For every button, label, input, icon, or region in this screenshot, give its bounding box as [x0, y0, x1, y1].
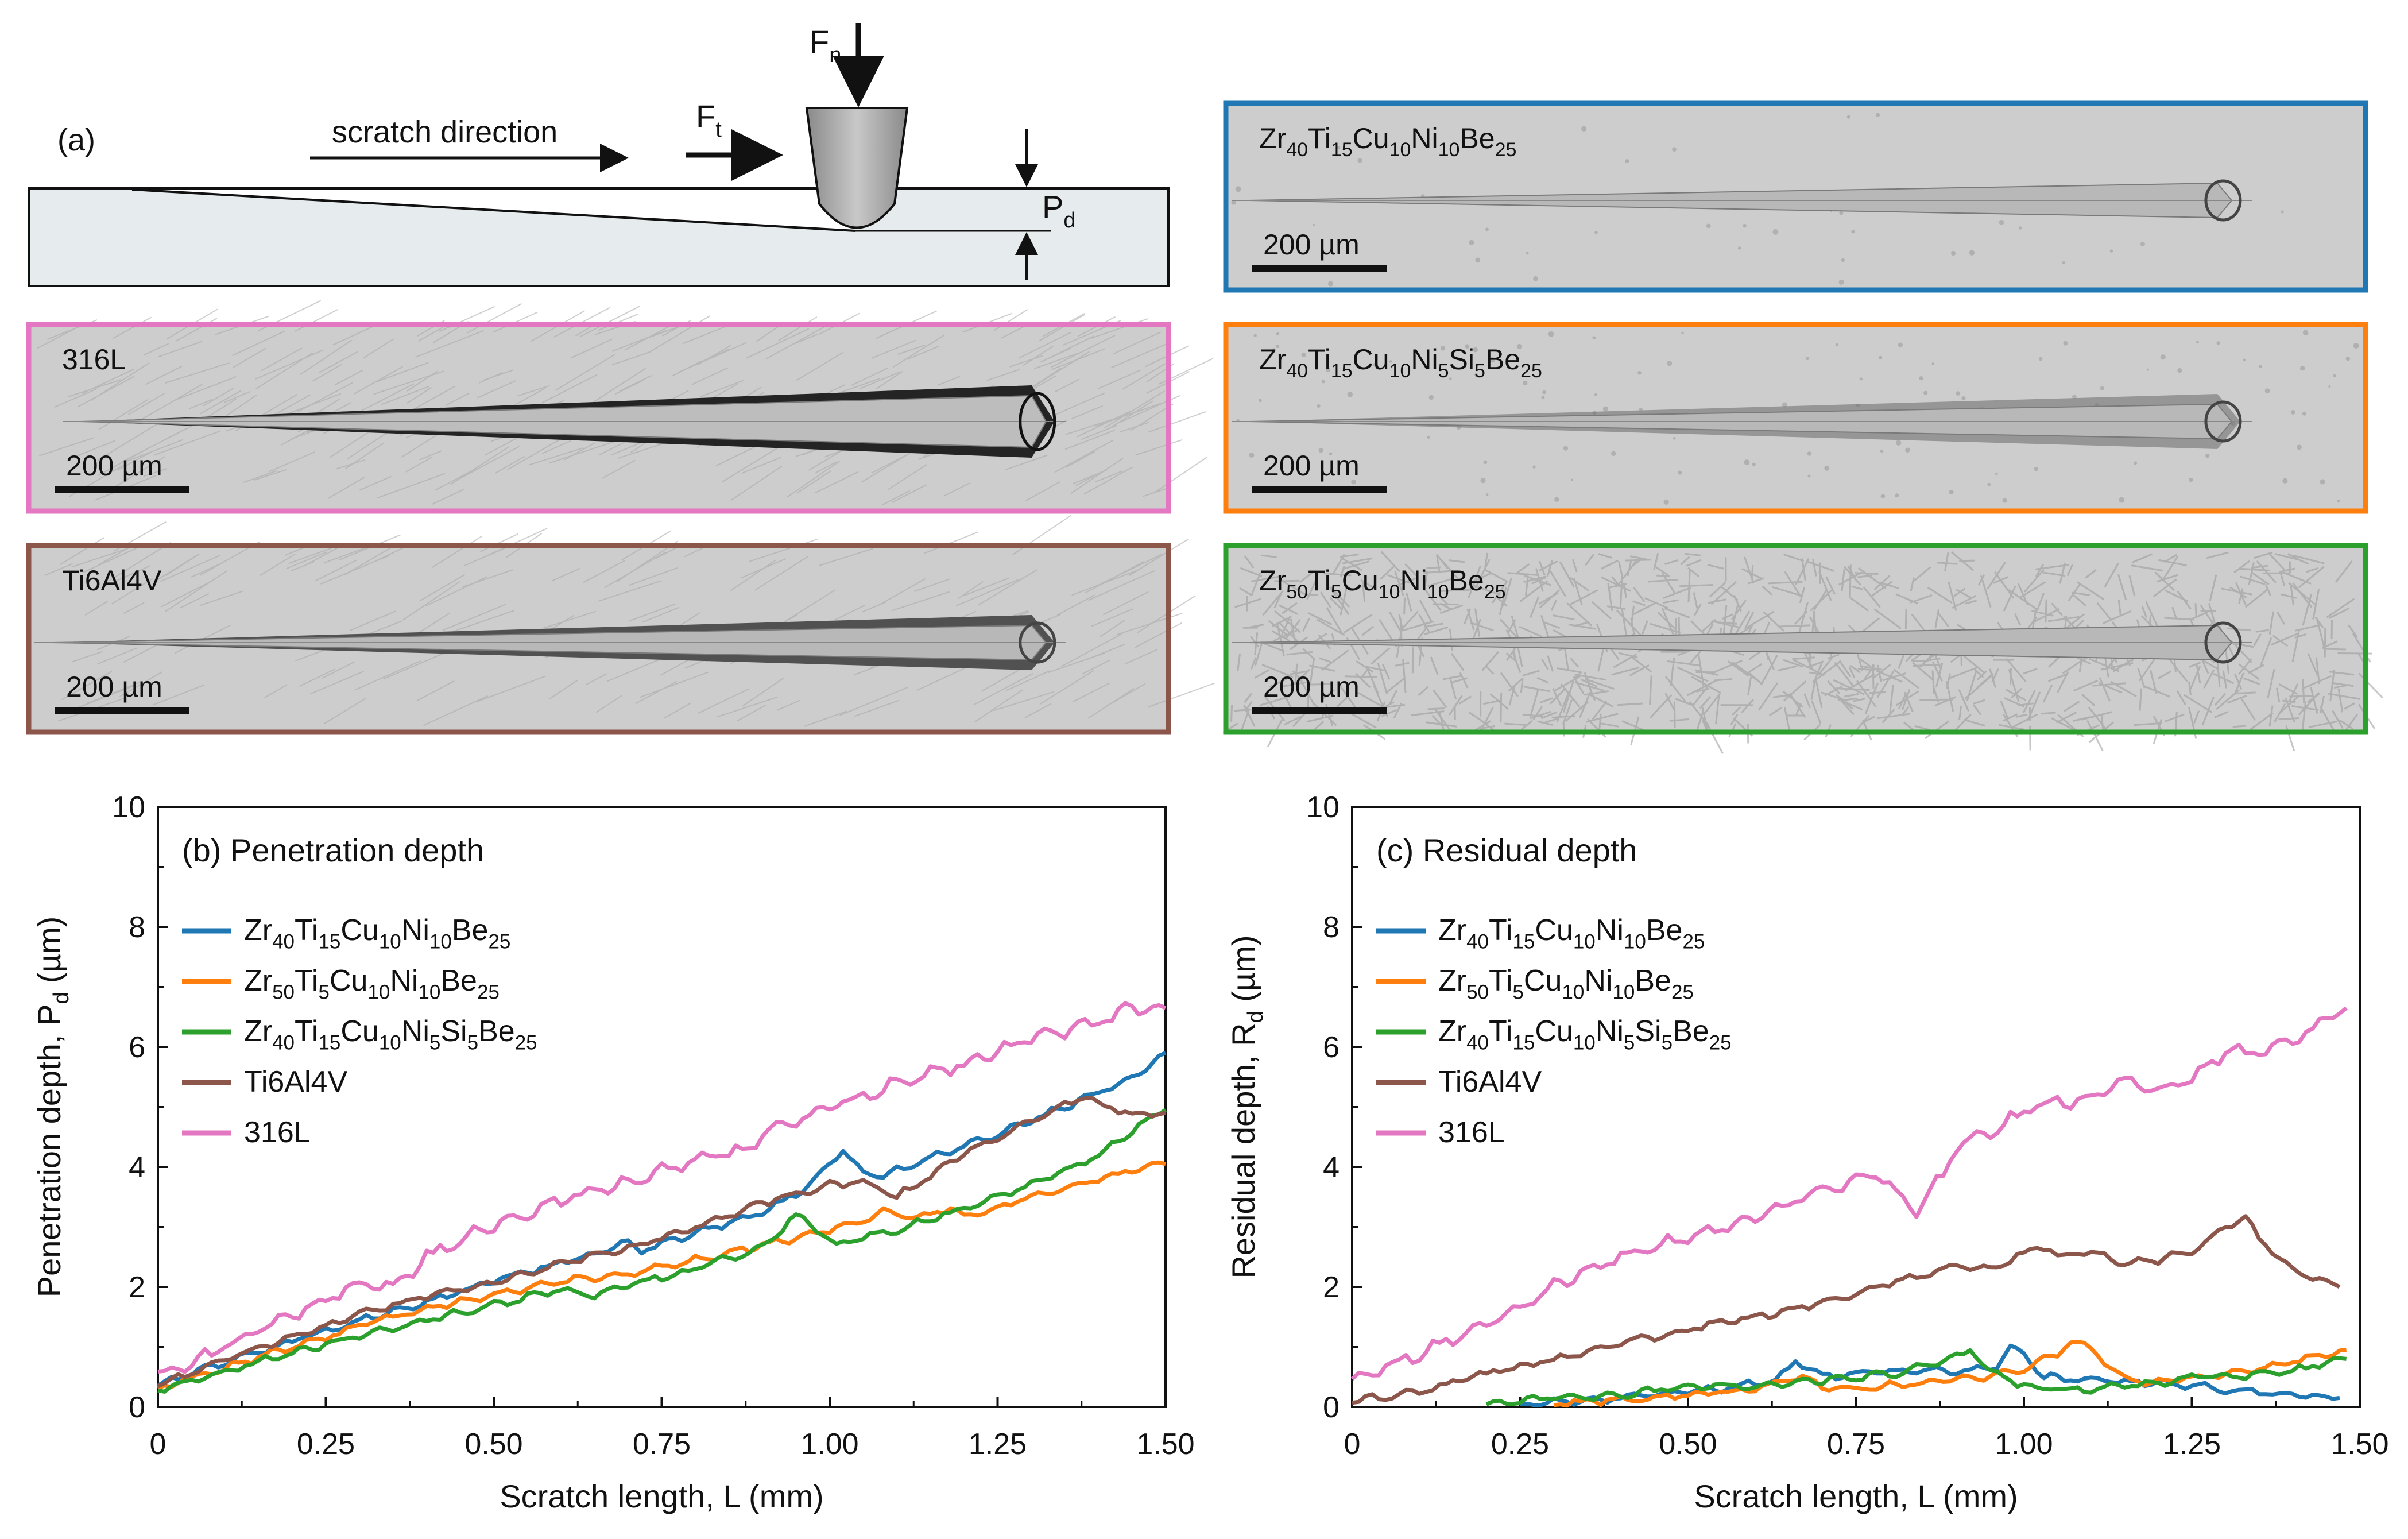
y-tick-label: 2	[1323, 1271, 1340, 1304]
series-line-Ti6Al4V	[157, 1095, 1166, 1389]
legend-label: Ti6Al4V	[244, 1065, 347, 1099]
micrograph-label: Zr40Ti15Cu10Ni5Si5Be25	[1259, 343, 1542, 382]
scale-bar-label: 200 µm	[1263, 229, 1360, 261]
micrograph-Zr40Ti15Cu10Ni10Be25: Zr40Ti15Cu10Ni10Be25 200 µm	[1223, 100, 2368, 293]
x-axis-label: Scratch length, L (mm)	[1694, 1478, 2018, 1514]
micrograph-frame	[1223, 543, 2368, 735]
series-line-Zr40Ti15Cu10Ni5Si5Be25	[1485, 1348, 2347, 1406]
x-tick-label: 0.50	[464, 1428, 522, 1461]
series-line-316L	[1350, 1006, 2348, 1381]
series-line-316L	[157, 1001, 1167, 1374]
micrograph-Zr50Ti5Cu10Ni10Be25: Zr50Ti5Cu10Ni10Be25 200 µm	[1222, 543, 2383, 755]
legend-label: Ti6Al4V	[1438, 1065, 1542, 1099]
surface-texture	[1236, 330, 2359, 505]
fn-label: Fn	[810, 24, 841, 67]
x-tick-label: 0.25	[297, 1428, 355, 1461]
micrograph-label: Ti6Al4V	[62, 564, 162, 597]
scratch-direction-label: scratch direction	[332, 115, 558, 149]
y-tick-label: 0	[1323, 1391, 1340, 1424]
chart-title: (c) Residual depth	[1376, 832, 1637, 868]
x-tick-label: 1.25	[2163, 1428, 2221, 1461]
y-tick-label: 4	[1323, 1151, 1340, 1184]
scratch-groove	[63, 385, 1066, 458]
series-line-Ti6Al4V	[1352, 1214, 2341, 1405]
y-tick-label: 0	[129, 1391, 145, 1424]
scale-bar	[1252, 486, 1387, 493]
scratch-profile-edge	[131, 188, 856, 232]
legend-label: 316L	[244, 1116, 311, 1149]
micrograph-frame	[1223, 322, 2368, 514]
series-line-Zr50Ti5Cu10Ni10Be25	[157, 1160, 1166, 1391]
legend-label: Zr50Ti5Cu10Ni10Be25	[1438, 964, 1694, 1004]
scale-bar-label: 200 µm	[66, 450, 162, 482]
x-tick-label: 1.25	[969, 1428, 1027, 1461]
x-tick-label: 0.25	[1491, 1428, 1549, 1461]
scratch-schematic: (a) scratch direction Fn Ft Pd	[28, 23, 1170, 287]
plot-frame	[157, 806, 1167, 1408]
chart-title: (b) Penetration depth	[182, 832, 484, 868]
y-tick-label: 6	[129, 1031, 145, 1064]
x-tick-label: 0.50	[1659, 1428, 1717, 1461]
y-tick-label: 10	[1306, 791, 1340, 824]
micrograph-frame	[1223, 100, 2368, 293]
x-tick-label: 0.75	[1827, 1428, 1885, 1461]
micrograph-label: Zr40Ti15Cu10Ni10Be25	[1259, 122, 1516, 161]
pd-label: Pd	[1042, 189, 1076, 233]
indenter-tip	[805, 107, 909, 229]
micrograph-316L: 316L 200 µm	[26, 300, 1214, 514]
micrograph-Ti6Al4V: Ti6Al4V 200 µm	[26, 515, 1215, 735]
micrograph-label: 316L	[62, 343, 126, 376]
panel-label-a: (a)	[57, 123, 95, 157]
scale-bar	[55, 486, 189, 493]
penetration-depth-chart: 0 0.25 0.50 0.75 1.00 1.25 1.50 0 2 4 6 8 10 Scratch …	[31, 791, 1195, 1514]
scratch-groove	[34, 615, 1066, 670]
y-tick-label: 8	[1323, 911, 1340, 944]
micrograph-Zr40Ti15Cu10Ni5Si5Be25: Zr40Ti15Cu10Ni5Si5Be25 200 µm	[1223, 322, 2368, 514]
y-tick-label: 10	[112, 791, 145, 824]
x-tick-label: 0	[1344, 1428, 1361, 1461]
chart-legend: Zr40Ti15Cu10Ni10Be25 Zr50Ti5Cu10Ni10Be25 Z…	[1376, 914, 1732, 1149]
scale-bar-label: 200 µm	[66, 671, 162, 703]
micrograph-frame	[26, 543, 1171, 735]
series-line-Zr40Ti15Cu10Ni5Si5Be25	[157, 1108, 1167, 1394]
legend-label: Zr40Ti15Cu10Ni5Si5Be25	[1438, 1015, 1732, 1054]
scale-bar	[1252, 265, 1387, 272]
ft-label: Ft	[696, 98, 722, 142]
y-tick-label: 6	[1323, 1031, 1340, 1064]
x-tick-label: 0	[150, 1428, 167, 1461]
x-tick-label: 0.75	[633, 1428, 691, 1461]
scale-bar	[1252, 707, 1387, 714]
legend-label: 316L	[1438, 1116, 1505, 1149]
legend-label: Zr40Ti15Cu10Ni10Be25	[1438, 914, 1705, 953]
x-tick-label: 1.00	[1995, 1428, 2053, 1461]
scratch-groove	[1232, 179, 2252, 222]
x-tick-label: 1.00	[800, 1428, 858, 1461]
y-tick-label: 2	[129, 1271, 145, 1304]
x-axis-label: Scratch length, L (mm)	[500, 1478, 823, 1514]
scratch-groove	[1232, 394, 2252, 449]
y-axis-label: Residual depth, Rd (µm)	[1225, 935, 1268, 1278]
y-tick-label: 4	[129, 1151, 145, 1184]
micrograph-frame	[26, 322, 1171, 514]
x-tick-label: 1.50	[1136, 1428, 1194, 1461]
scratch-groove	[1232, 621, 2252, 664]
x-tick-label: 1.50	[2330, 1428, 2388, 1461]
y-axis-label: Penetration depth, Pd (µm)	[31, 917, 73, 1298]
legend-label: Zr40Ti15Cu10Ni10Be25	[244, 914, 510, 953]
legend-label: Zr50Ti5Cu10Ni10Be25	[244, 964, 500, 1004]
scale-bar-label: 200 µm	[1263, 450, 1360, 482]
residual-depth-chart: 0 0.25 0.50 0.75 1.00 1.25 1.50 0 2 4 6 8 10 Scratch …	[1225, 791, 2389, 1514]
scale-bar	[55, 707, 189, 714]
legend-label: Zr40Ti15Cu10Ni5Si5Be25	[244, 1015, 537, 1054]
y-tick-label: 8	[129, 911, 145, 944]
chart-legend: Zr40Ti15Cu10Ni10Be25 Zr50Ti5Cu10Ni10Be25 Z…	[182, 914, 537, 1149]
scale-bar-label: 200 µm	[1263, 671, 1360, 703]
micrograph-label: Zr50Ti5Cu10Ni10Be25	[1259, 564, 1506, 603]
